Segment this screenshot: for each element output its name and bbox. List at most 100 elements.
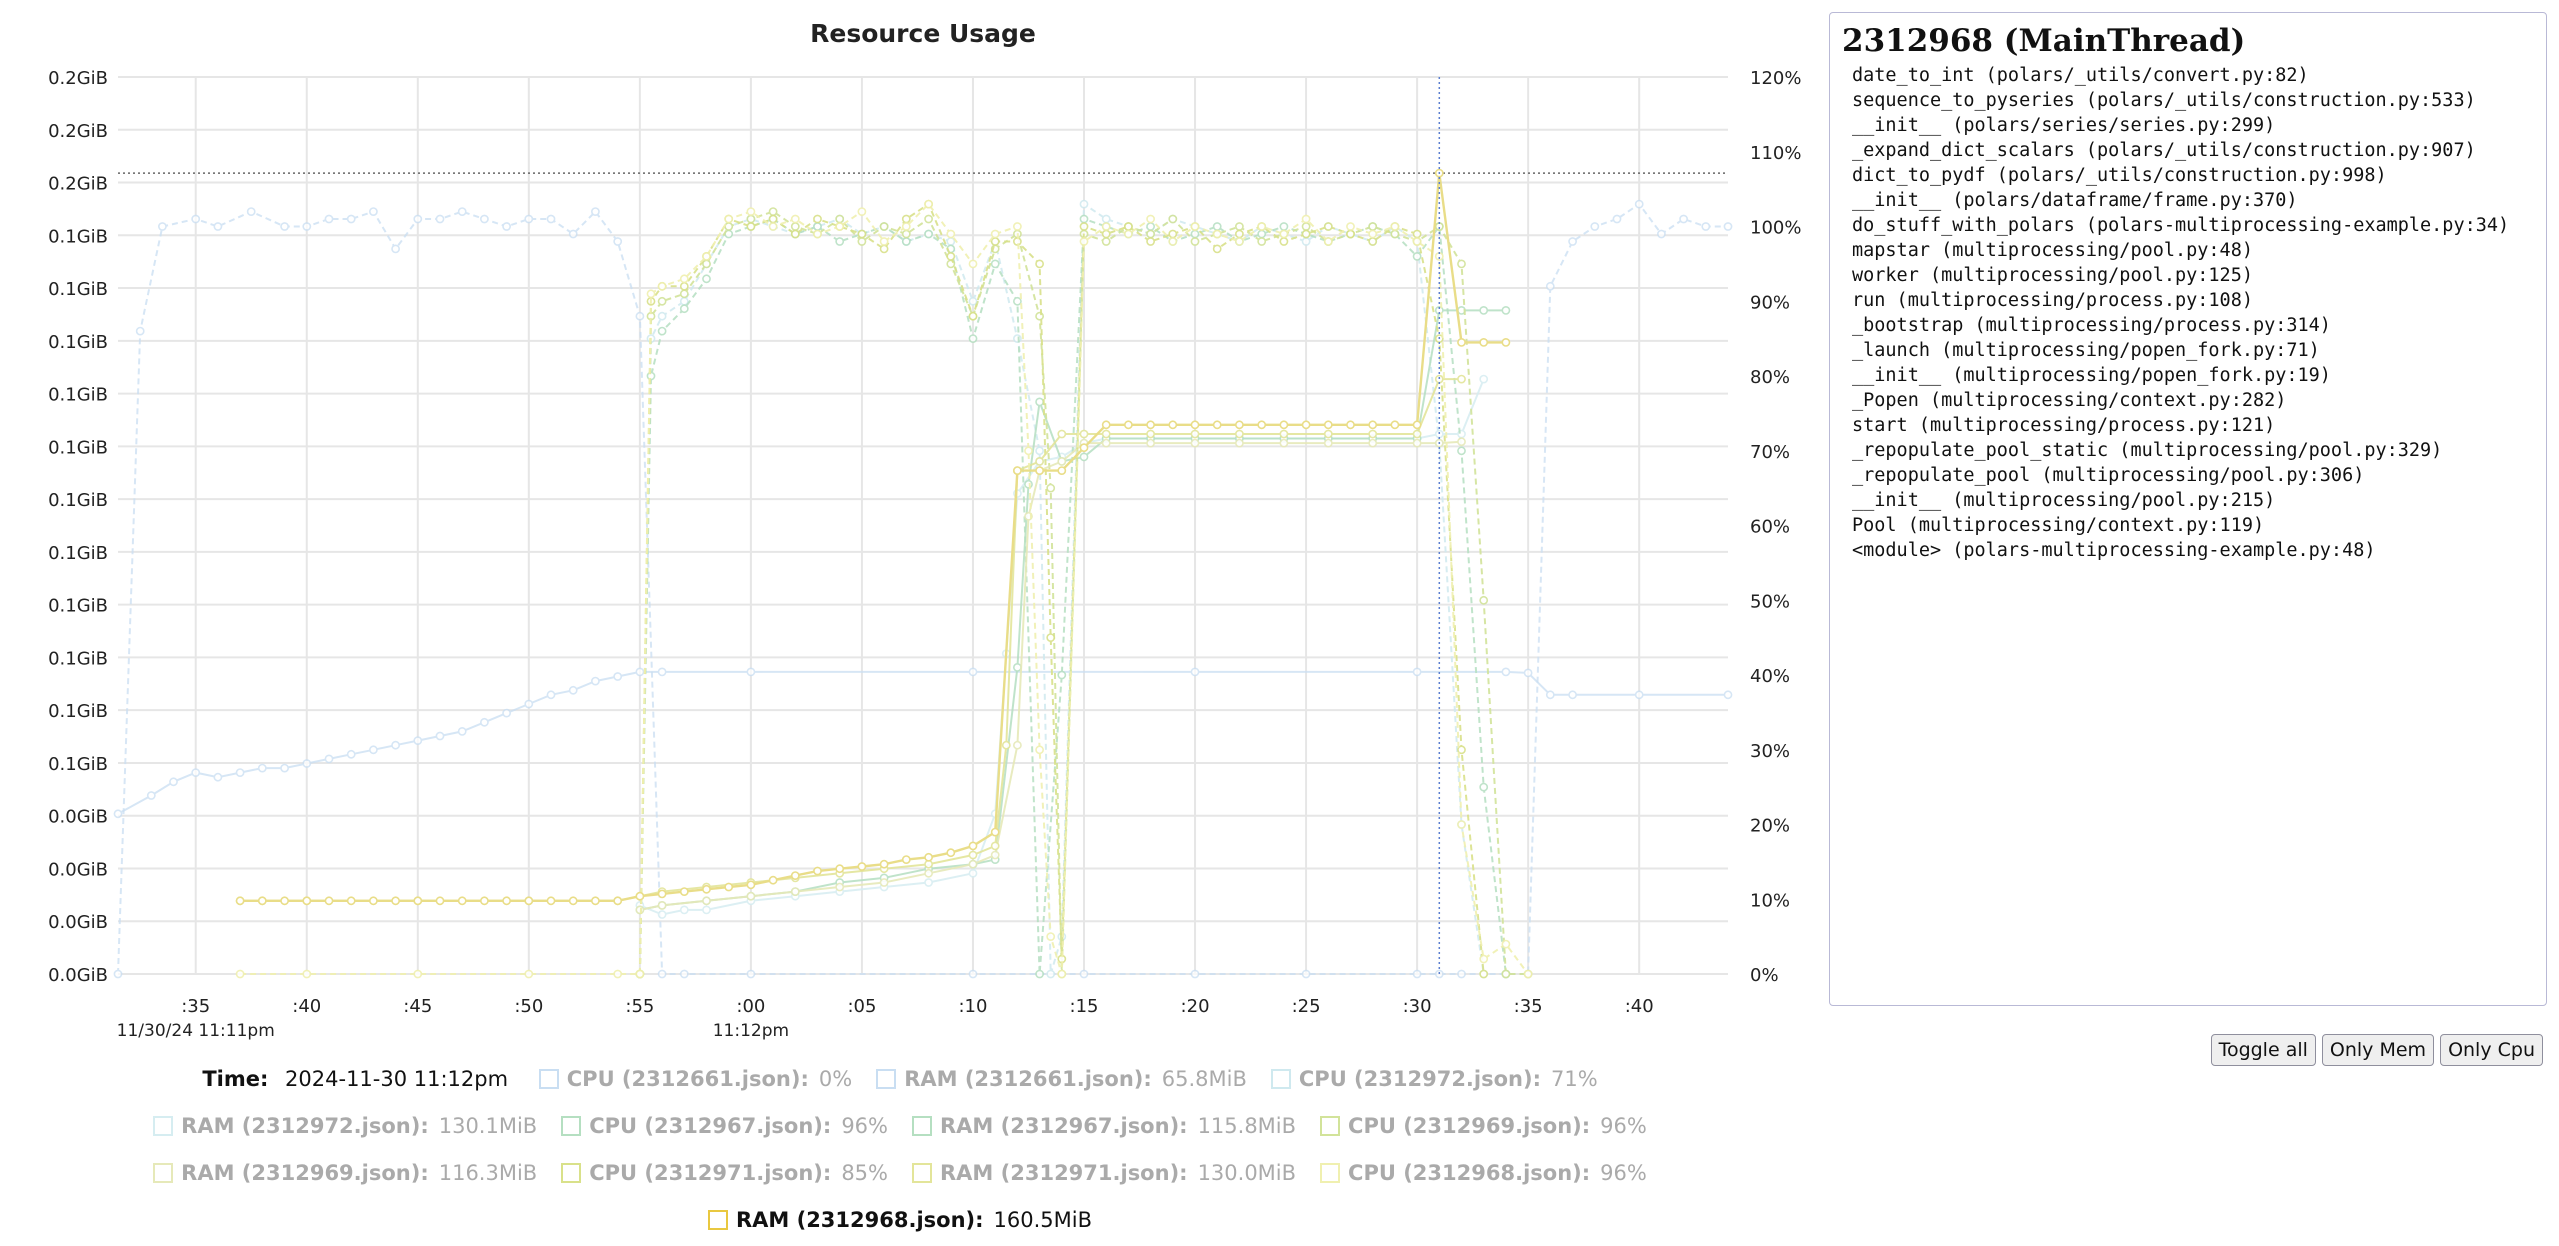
data-point xyxy=(724,214,734,224)
only-mem-button[interactable]: Only Mem xyxy=(2321,1034,2435,1066)
legend-item[interactable]: CPU (2312968.json): 96% xyxy=(1320,1150,1647,1197)
data-point xyxy=(1146,214,1155,224)
data-point xyxy=(657,311,667,321)
data-point xyxy=(1124,229,1133,239)
legend-item[interactable]: CPU (2312971.json): 85% xyxy=(561,1150,888,1197)
data-point xyxy=(657,296,667,306)
data-point xyxy=(435,214,445,224)
data-point xyxy=(1212,244,1222,254)
data-point xyxy=(546,214,556,224)
data-point xyxy=(724,222,734,231)
data-point xyxy=(790,229,800,239)
data-point xyxy=(768,207,778,216)
data-point xyxy=(968,259,978,269)
legend-checkbox[interactable] xyxy=(561,1116,582,1136)
legend-item[interactable]: CPU (2312967.json): 96% xyxy=(561,1103,888,1150)
legend-item[interactable]: RAM (2312971.json): 130.0MiB xyxy=(912,1150,1296,1197)
data-point xyxy=(679,304,689,314)
data-point xyxy=(457,207,467,216)
data-point xyxy=(1235,222,1244,231)
series-line xyxy=(639,440,1462,911)
data-point xyxy=(1057,969,1067,979)
data-point xyxy=(968,311,978,321)
data-point xyxy=(1390,420,1400,430)
left-axis-tick-label: 0.2GiB xyxy=(48,68,108,89)
data-point xyxy=(1013,740,1022,750)
legend-checkbox[interactable] xyxy=(1320,1116,1341,1136)
legend-value: 0% xyxy=(818,1067,853,1091)
legend-item[interactable]: CPU (2312661.json): 0% xyxy=(538,1056,853,1103)
time-readout: Time: 2024-11-30 11:12pm xyxy=(202,1056,508,1103)
x-axis-tick-label: :15 xyxy=(1070,996,1099,1017)
resource-usage-chart[interactable]: Resource Usage 0.2GiB 0.2GiB 0.2GiB 0.1GiB 0.… xyxy=(0,0,1830,1246)
data-point xyxy=(591,207,600,216)
data-point xyxy=(1501,305,1511,315)
data-point xyxy=(901,855,911,864)
data-point xyxy=(946,251,956,261)
legend-checkbox[interactable] xyxy=(153,1116,174,1136)
data-point xyxy=(1057,670,1067,680)
data-point xyxy=(1168,214,1178,224)
data-point xyxy=(1323,429,1333,439)
legend-item[interactable]: RAM (2312661.json): 65.8MiB xyxy=(876,1056,1247,1103)
data-point xyxy=(1079,237,1089,246)
legend-item[interactable]: RAM (2312968.json): 160.5MiB xyxy=(707,1197,1092,1244)
data-point xyxy=(790,871,800,880)
data-point xyxy=(1457,446,1466,456)
legend-checkbox[interactable] xyxy=(876,1069,897,1089)
data-point xyxy=(257,896,267,906)
data-point xyxy=(1035,456,1044,466)
legend-item[interactable]: CPU (2312972.json): 71% xyxy=(1270,1056,1598,1103)
legend-checkbox[interactable] xyxy=(1270,1069,1291,1089)
legend-item[interactable]: RAM (2312972.json): 130.1MiB xyxy=(153,1103,537,1150)
only-cpu-button[interactable]: Only Cpu xyxy=(2440,1034,2543,1066)
legend-checkbox[interactable] xyxy=(707,1210,728,1230)
toggle-all-button[interactable]: Toggle all xyxy=(2210,1034,2316,1066)
stack-frame: __init__ (polars/dataframe/frame.py:370) xyxy=(1852,190,2298,211)
data-point xyxy=(1501,667,1511,677)
legend-value: 96% xyxy=(1600,1161,1647,1185)
data-point xyxy=(391,244,400,254)
data-point xyxy=(280,896,289,906)
data-point xyxy=(990,827,1000,837)
series-line xyxy=(240,172,1506,902)
data-point xyxy=(1190,667,1200,677)
data-point xyxy=(1479,954,1489,964)
data-point xyxy=(246,207,256,216)
data-point xyxy=(990,850,1000,860)
data-point xyxy=(568,685,578,695)
chart-canvas[interactable]: Resource Usage 0.2GiB 0.2GiB 0.2GiB 0.1GiB 0.… xyxy=(0,0,1830,1050)
data-point xyxy=(1679,214,1688,224)
data-point xyxy=(1301,420,1311,430)
legend-checkbox[interactable] xyxy=(912,1163,932,1183)
legend-item[interactable]: RAM (2312969.json): 116.3MiB xyxy=(153,1150,537,1197)
stack-frame: start (multiprocessing/process.py:121) xyxy=(1852,415,2276,436)
data-point xyxy=(524,896,534,906)
legend-checkbox[interactable] xyxy=(538,1069,559,1089)
legend-checkbox[interactable] xyxy=(153,1163,174,1183)
data-point xyxy=(479,896,489,906)
data-point xyxy=(746,207,756,216)
data-point xyxy=(457,727,467,736)
data-point xyxy=(302,969,312,979)
right-axis-tick-label: 0% xyxy=(1750,965,1779,986)
legend-item[interactable]: CPU (2312969.json): 96% xyxy=(1320,1103,1647,1150)
x-axis-tick-label: :05 xyxy=(847,996,876,1017)
legend-checkbox[interactable] xyxy=(1320,1163,1341,1183)
data-point xyxy=(1479,969,1489,979)
data-point xyxy=(657,889,667,899)
data-point xyxy=(968,334,978,343)
left-axis-tick-label: 0.0GiB xyxy=(48,859,108,880)
time-label: Time: xyxy=(202,1067,269,1091)
data-point xyxy=(1368,237,1378,246)
legend-item[interactable]: RAM (2312967.json): 115.8MiB xyxy=(912,1103,1296,1150)
data-point xyxy=(191,768,201,777)
data-point xyxy=(613,237,623,246)
legend-label: RAM (2312661.json): xyxy=(904,1067,1152,1091)
data-point xyxy=(1657,229,1666,239)
legend-checkbox[interactable] xyxy=(561,1163,582,1183)
data-point xyxy=(635,891,645,901)
data-point xyxy=(235,969,245,979)
legend-label: CPU (2312972.json): xyxy=(1298,1067,1541,1091)
legend-checkbox[interactable] xyxy=(912,1116,932,1136)
